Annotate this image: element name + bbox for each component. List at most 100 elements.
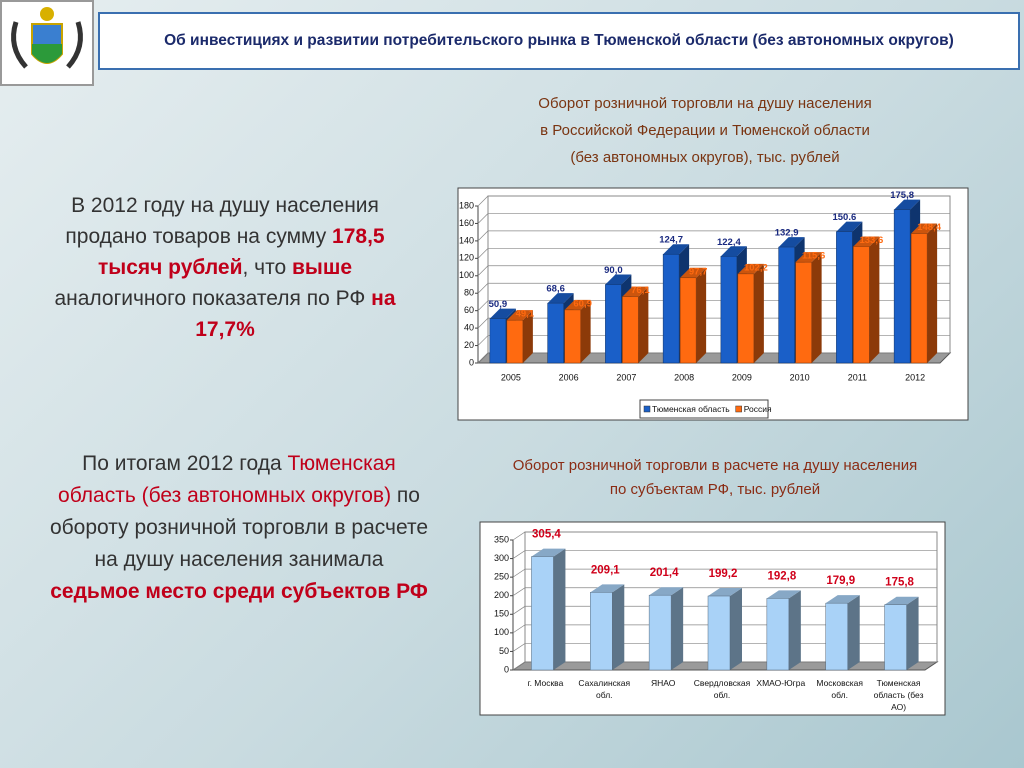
- y-tick-label: 180: [459, 200, 474, 210]
- legend-swatch: [735, 405, 742, 413]
- bar: [662, 253, 680, 364]
- highlight: выше: [292, 256, 353, 279]
- legend-box: [639, 399, 769, 419]
- grid-line: [477, 213, 950, 224]
- bar: [795, 261, 812, 364]
- bar: [605, 284, 622, 364]
- value-label: 148,4: [917, 222, 941, 233]
- bar: [531, 556, 554, 671]
- bar: [720, 255, 738, 364]
- y-tick-label: 350: [494, 534, 509, 544]
- bar-side: [612, 584, 625, 670]
- grid-line: [477, 230, 950, 242]
- bar-side: [788, 590, 801, 670]
- value-label: 60,9: [573, 298, 592, 309]
- bar-top: [506, 310, 533, 321]
- value-label: 209,1: [591, 564, 620, 576]
- y-tick-label: 200: [494, 590, 509, 600]
- bar-side: [696, 267, 707, 363]
- bar-top: [649, 587, 684, 596]
- bar: [737, 273, 755, 364]
- bar-side: [580, 299, 591, 363]
- text-block: По итогам 2012 года Тюменская область (б…: [48, 448, 430, 608]
- bar-top: [720, 246, 747, 257]
- x-tick-label: г. Москва: [527, 678, 564, 688]
- y-tick-label: 150: [494, 609, 509, 619]
- bar: [836, 231, 853, 364]
- highlight: седьмое место среди субъектов РФ: [50, 580, 428, 603]
- x-tick-label: 2010: [790, 372, 810, 382]
- text: По итогам 2012 года: [82, 452, 288, 475]
- bar: [884, 604, 907, 671]
- bar-side: [753, 263, 764, 363]
- bar: [778, 246, 795, 364]
- text: по обороту розничной торговли в расчете …: [49, 484, 429, 571]
- bar: [547, 302, 564, 364]
- value-label: 175,8: [885, 577, 914, 589]
- x-tick-label: Тюменская область (без АО): [873, 678, 924, 712]
- y-tick-label: 300: [494, 553, 509, 563]
- value-label: 50,9: [489, 299, 508, 310]
- bar-side: [811, 252, 822, 363]
- bar: [506, 319, 524, 364]
- x-tick-label: ЯНАО: [650, 678, 676, 688]
- y-tick-label: 40: [464, 322, 474, 332]
- bar: [707, 595, 731, 671]
- bar: [910, 233, 928, 364]
- y-tick-label: 60: [464, 305, 474, 315]
- y-tick-label: 120: [459, 253, 474, 263]
- chart-title-line: Оборот розничной торговли в расчете на д…: [512, 457, 918, 474]
- bar-top: [737, 263, 764, 274]
- text: В 2012 году на душу населения продано то…: [65, 194, 379, 248]
- y-tick-label: 160: [459, 218, 474, 228]
- value-label: 133,6: [859, 235, 883, 246]
- x-tick-label: 2007: [616, 372, 636, 382]
- bar-top: [680, 267, 707, 278]
- text: аналогичного показателя по РФ: [54, 287, 372, 310]
- bar-side: [671, 587, 684, 670]
- bar-top: [547, 293, 574, 304]
- bar-top: [853, 236, 880, 247]
- y-tick-label: 80: [464, 288, 474, 298]
- bar-top: [622, 286, 649, 297]
- bar-side: [869, 236, 880, 363]
- logo: [0, 0, 94, 86]
- value-label: 124,7: [659, 235, 683, 246]
- grid-line: [512, 531, 937, 541]
- legend-swatch: [643, 405, 651, 413]
- bar: [893, 209, 911, 364]
- chart-title-line: по субъектам РФ, тыс. рублей: [609, 481, 821, 498]
- bar-top: [884, 596, 919, 605]
- bar: [564, 309, 581, 364]
- chart-title-line: Оборот розничной торговли на душу населе…: [538, 95, 872, 112]
- x-tick-label: 2009: [732, 372, 752, 382]
- legend-label: Россия: [744, 404, 772, 414]
- value-label: 175,8: [890, 190, 914, 201]
- x-tick-label: Свердловская обл.: [693, 678, 751, 700]
- value-label: 68,6: [546, 284, 565, 295]
- chart-title: Оборот розничной торговли на душу населе…: [480, 90, 930, 171]
- bar-top: [564, 299, 591, 310]
- bar-top: [795, 252, 822, 263]
- value-label: 49,1: [516, 309, 535, 320]
- value-label: 102,2: [744, 262, 768, 273]
- x-tick-label: Сахалинская обл.: [578, 678, 631, 700]
- y-tick-label: 140: [459, 235, 474, 245]
- grid-line: [512, 587, 937, 597]
- header-title: Об инвестициях и развитии потребительско…: [98, 12, 1020, 70]
- bar: [679, 277, 697, 364]
- legend-label: Тюменская область: [652, 404, 730, 414]
- y-tick-label: 250: [494, 572, 509, 582]
- bar-top: [489, 308, 516, 319]
- y-tick-label: 0: [469, 357, 474, 367]
- highlight: на 17,7%: [195, 287, 396, 341]
- grid-line: [477, 195, 950, 207]
- bar: [489, 318, 507, 364]
- bar: [590, 592, 613, 671]
- bar-top: [825, 595, 860, 604]
- value-label: 192,8: [767, 570, 796, 582]
- value-label: 179,9: [826, 575, 855, 587]
- value-label: 115,6: [802, 251, 825, 262]
- x-tick-label: 2006: [559, 372, 579, 382]
